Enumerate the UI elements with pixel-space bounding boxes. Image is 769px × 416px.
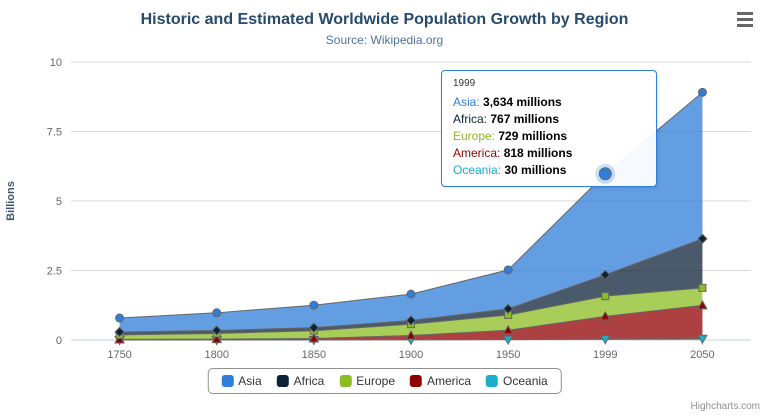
legend-symbol-asia (221, 375, 234, 387)
legend-symbol-america (410, 375, 423, 387)
point-asia-1900[interactable] (406, 289, 416, 299)
tooltip-row-europe: Europe: 729 millions (453, 128, 645, 145)
point-africa-1750[interactable] (114, 326, 125, 338)
y-axis-tick-label: 0 (56, 335, 62, 347)
point-asia-2050[interactable] (697, 87, 707, 97)
legend-item-asia[interactable]: Asia (221, 374, 262, 388)
point-america-1850[interactable] (308, 332, 320, 343)
y-axis-tick-label: 10 (50, 57, 62, 69)
y-axis-tick-label: 2.5 (47, 266, 62, 278)
tooltip-series-name: Oceania: (453, 163, 505, 177)
point-europe-2050[interactable] (698, 283, 707, 292)
tooltip-series-name: Europe: (453, 129, 499, 143)
tooltip-series-name: Asia: (453, 95, 484, 109)
hamburger-icon (737, 12, 753, 27)
point-oceania-1950[interactable] (502, 335, 514, 346)
context-menu-button[interactable] (734, 9, 756, 30)
point-asia-1800[interactable] (212, 308, 222, 318)
tooltip-series-value: 818 millions (503, 146, 573, 160)
point-america-1950[interactable] (502, 324, 514, 335)
legend-item-oceania[interactable]: Oceania (486, 374, 548, 388)
point-africa-2050[interactable] (697, 233, 708, 244)
legend-item-europe[interactable]: Europe (339, 374, 395, 388)
legend-symbol-oceania (486, 375, 499, 387)
area-asia[interactable] (119, 92, 703, 332)
point-america-1999[interactable] (599, 310, 611, 321)
legend-item-america[interactable]: America (410, 374, 471, 388)
tooltip-rows: Asia: 3,634 millions Africa: 767 millions… (453, 94, 645, 179)
legend-label: Asia (238, 374, 262, 388)
legend-label: Africa (293, 374, 325, 388)
tooltip-series-value: 3,634 millions (483, 95, 562, 109)
tooltip-series-value: 767 millions (490, 112, 560, 126)
point-africa-1800[interactable] (211, 325, 222, 336)
point-asia-1850[interactable] (309, 300, 319, 310)
tooltip-series-value: 729 millions (498, 129, 568, 143)
tooltip-series-name: Africa: (453, 112, 491, 126)
x-axis-tick-label: 1850 (302, 349, 326, 361)
x-axis-tick-label: 1750 (107, 349, 131, 361)
legend-symbol-africa (276, 375, 289, 387)
tooltip-series-name: America: (453, 146, 504, 160)
tooltip: 1999 Asia: 3,634 millions Africa: 767 mil… (441, 70, 657, 187)
legend-item-africa[interactable]: Africa (276, 374, 325, 388)
x-axis-tick-label: 2050 (690, 349, 714, 361)
x-axis-tick-label: 1800 (204, 349, 228, 361)
legend-label: America (427, 374, 472, 388)
point-asia-1750[interactable] (115, 313, 125, 323)
point-africa-1850[interactable] (308, 322, 320, 333)
legend-symbol-europe (339, 375, 352, 387)
point-africa-1950[interactable] (502, 303, 514, 315)
legend: Asia Africa Europe America Oceania (207, 368, 562, 394)
point-america-2050[interactable] (697, 299, 708, 310)
y-axis-title: Billions (5, 181, 17, 221)
credits-link[interactable]: Highcharts.com (690, 401, 760, 412)
area-america[interactable] (119, 305, 703, 340)
tooltip-header: 1999 (453, 78, 476, 89)
tooltip-series-value: 30 millions (504, 163, 567, 177)
legend-label: Europe (356, 374, 396, 388)
point-america-1900[interactable] (405, 329, 417, 340)
x-axis-tick-label: 1950 (496, 349, 520, 361)
point-oceania-1999[interactable] (599, 335, 611, 345)
tooltip-row-america: America: 818 millions (453, 145, 645, 162)
point-america-1800[interactable] (211, 333, 223, 344)
x-axis-tick-label: 1999 (593, 349, 617, 361)
tooltip-row-oceania: Oceania: 30 millions (453, 162, 645, 179)
point-america-1750[interactable] (114, 333, 125, 344)
point-oceania-2050[interactable] (697, 334, 708, 345)
point-africa-1999[interactable] (600, 269, 611, 281)
y-axis-tick-label: 5 (56, 196, 62, 208)
legend-label: Oceania (503, 374, 548, 388)
area-africa[interactable] (119, 238, 703, 335)
point-africa-1900[interactable] (405, 315, 417, 326)
point-asia-1950[interactable] (503, 265, 513, 275)
point-europe-1999[interactable] (601, 292, 610, 301)
x-axis-tick-label: 1900 (399, 349, 423, 361)
tooltip-row-africa: Africa: 767 millions (453, 111, 645, 128)
tooltip-row-asia: Asia: 3,634 millions (453, 94, 645, 111)
y-axis-tick-label: 7.5 (47, 127, 62, 139)
